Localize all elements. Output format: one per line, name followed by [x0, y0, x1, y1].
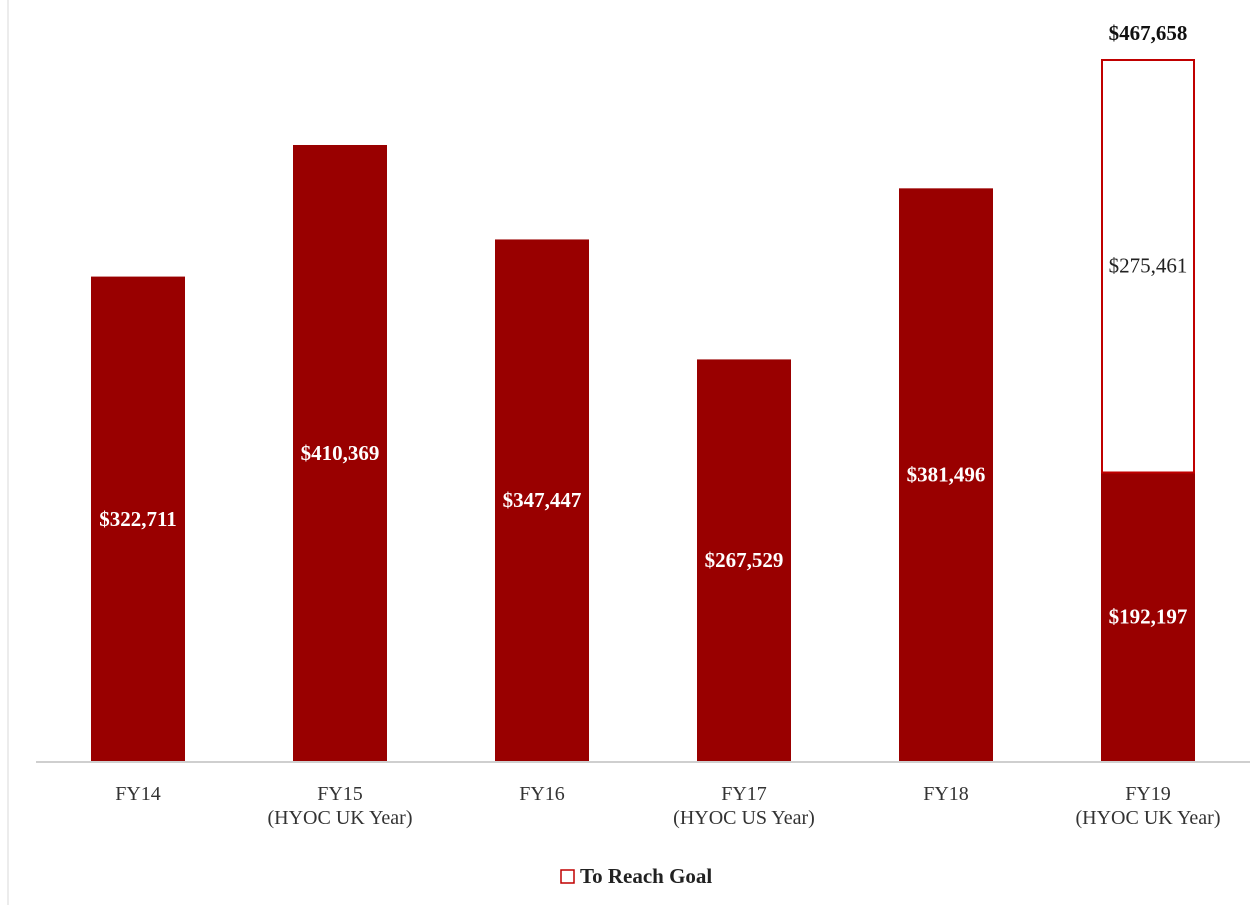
bar-data-label: $410,369 [301, 441, 380, 465]
x-tick-labels: FY14 FY15(HYOC UK Year)FY16 FY17(HYOC US Y… [115, 783, 1220, 829]
total-label: $467,658 [1109, 21, 1188, 45]
x-tick-label: (HYOC US Year) [673, 807, 815, 829]
bar-data-label: $267,529 [705, 548, 784, 572]
x-tick-label: FY18 [923, 783, 969, 805]
bar-data-label: $381,496 [907, 463, 986, 487]
legend-swatch [560, 869, 575, 884]
x-tick-label: (HYOC UK Year) [1076, 807, 1221, 829]
goal-data-label: $275,461 [1109, 254, 1188, 278]
bar-raised [495, 239, 589, 761]
bar-data-label: $322,711 [99, 507, 177, 531]
bar-raised [697, 359, 791, 761]
bars-group: $322,711 $410,369 $347,447 $267,529 $381,496… [91, 21, 1195, 761]
x-tick-label: FY19 [1125, 783, 1171, 805]
bar-raised [293, 144, 387, 761]
legend-label: To Reach Goal [580, 864, 712, 888]
bar-raised [91, 276, 185, 761]
bar-goal-remaining [1101, 59, 1195, 474]
x-tick-label: FY17 [721, 783, 767, 805]
bar-data-label: $347,447 [503, 488, 582, 512]
bar-raised [1101, 472, 1195, 761]
x-tick-label: FY14 [115, 783, 161, 805]
x-tick-label: (HYOC UK Year) [268, 807, 413, 829]
legend: To Reach Goal [560, 864, 712, 888]
x-tick-label: FY15 [317, 783, 363, 805]
bar-data-label: $192,197 [1109, 605, 1188, 629]
bar-raised [899, 188, 993, 761]
x-tick-label: FY16 [519, 783, 565, 805]
